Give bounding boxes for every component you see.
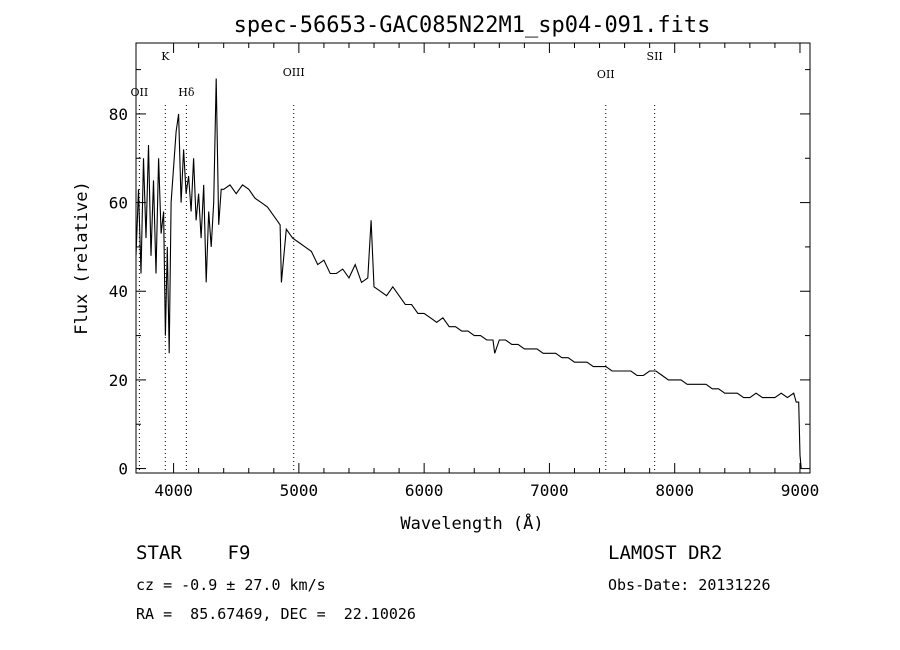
emission-line-label: K — [161, 50, 170, 63]
x-tick-label: 6000 — [405, 481, 444, 500]
y-axis-ticks: 0 20 40 60 80 — [109, 69, 810, 479]
sky-coordinates: RA = 85.67469, DEC = 22.10026 — [136, 605, 416, 623]
survey-name: LAMOST DR2 — [608, 542, 723, 564]
emission-line-markers: K OII Hδ OIII OII SII — [131, 50, 663, 473]
y-tick-label: 20 — [109, 371, 128, 390]
x-tick-label: 9000 — [781, 481, 820, 500]
x-tick-label: 4000 — [154, 481, 193, 500]
plot-frame — [135, 42, 811, 474]
y-tick-label: 60 — [109, 194, 128, 213]
x-axis-ticks: 4000 5000 6000 7000 8000 9000 — [154, 43, 819, 500]
x-axis-label: Wavelength (Å) — [400, 512, 543, 534]
emission-line-label: OIII — [283, 66, 305, 79]
y-tick-label: 40 — [109, 282, 128, 301]
object-class: STAR F9 — [136, 542, 251, 564]
y-axis-label: Flux (relative) — [72, 181, 92, 335]
observation-date: Obs-Date: 20131226 — [608, 576, 771, 594]
y-tick-label: 80 — [109, 105, 128, 124]
emission-line-label: Hδ — [178, 86, 195, 99]
redshift-velocity: cz = -0.9 ± 27.0 km/s — [136, 576, 326, 594]
x-tick-label: 7000 — [530, 481, 569, 500]
x-tick-label: 8000 — [655, 481, 694, 500]
emission-line-label: SII — [647, 50, 663, 63]
chart-title: spec-56653-GAC085N22M1_sp04-091.fits — [234, 13, 711, 38]
emission-line-label: OII — [131, 86, 149, 99]
spectrum-series-line — [135, 78, 802, 469]
x-tick-label: 5000 — [280, 481, 319, 500]
emission-line-label: OII — [597, 68, 615, 81]
y-tick-label: 0 — [118, 460, 128, 479]
